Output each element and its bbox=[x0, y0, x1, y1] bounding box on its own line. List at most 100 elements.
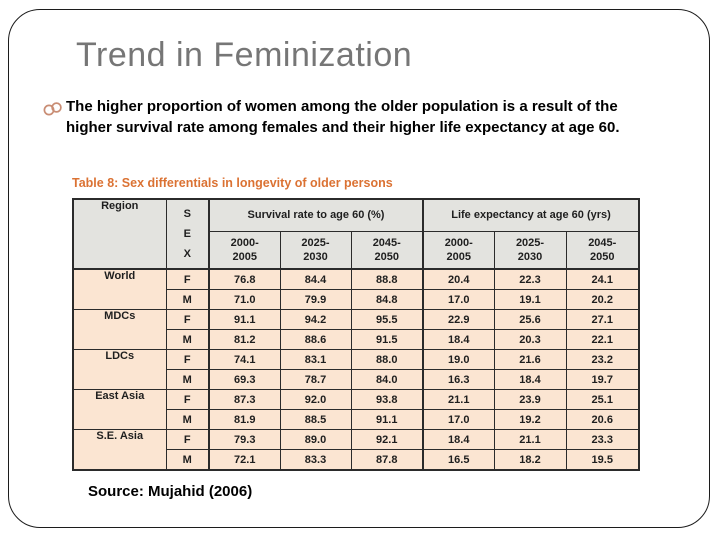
value-cell: 83.3 bbox=[279, 449, 352, 471]
value-cell: 95.5 bbox=[350, 309, 424, 330]
value-cell: 20.6 bbox=[565, 409, 640, 430]
value-cell: 19.7 bbox=[565, 369, 640, 390]
sex-differentials-table: Region S E X Survival rate to age 60 (%)… bbox=[72, 198, 641, 471]
source-citation: Source: Mujahid (2006) bbox=[88, 483, 253, 500]
value-cell: 69.3 bbox=[208, 369, 281, 390]
year-column-header: 2045- 2050 bbox=[350, 230, 424, 270]
table-row: East Asia F 87.3 92.0 93.8 21.1 23.9 25.1 bbox=[72, 389, 640, 430]
region-cell: S.E. Asia bbox=[72, 429, 167, 471]
sex-cell: M bbox=[165, 289, 210, 310]
value-cell: 21.1 bbox=[422, 389, 495, 410]
value-cell: 23.3 bbox=[565, 429, 640, 450]
sex-cell: F bbox=[165, 349, 210, 370]
value-cell: 22.3 bbox=[493, 268, 567, 290]
value-cell: 71.0 bbox=[208, 289, 281, 310]
value-cell: 84.0 bbox=[350, 369, 424, 390]
table-row: M 81.9 88.5 91.1 17.0 19.2 20.6 bbox=[73, 409, 640, 430]
region-cell: MDCs bbox=[72, 309, 167, 350]
value-cell: 88.8 bbox=[350, 268, 424, 290]
sex-cell: F bbox=[165, 429, 210, 450]
value-cell: 20.2 bbox=[565, 289, 640, 310]
table-header-row-years: 2000- 2005 2025- 2030 2045- 2050 2000- 2005… bbox=[73, 230, 640, 270]
value-cell: 79.9 bbox=[279, 289, 352, 310]
value-cell: 92.0 bbox=[279, 389, 352, 410]
value-cell: 18.2 bbox=[493, 449, 567, 471]
table-row: MDCs F 91.1 94.2 95.5 22.9 25.6 27.1 bbox=[72, 309, 640, 350]
life-expectancy-group-header: Life expectancy at age 60 (yrs) bbox=[422, 198, 640, 232]
value-cell: 17.0 bbox=[422, 289, 495, 310]
value-cell: 94.2 bbox=[279, 309, 352, 330]
value-cell: 84.4 bbox=[279, 268, 352, 290]
value-cell: 18.4 bbox=[422, 429, 495, 450]
value-cell: 81.9 bbox=[208, 409, 281, 430]
value-cell: 20.4 bbox=[422, 268, 495, 290]
slide-border bbox=[8, 9, 710, 528]
value-cell: 88.6 bbox=[279, 329, 352, 350]
value-cell: 23.9 bbox=[493, 389, 567, 410]
value-cell: 19.1 bbox=[493, 289, 567, 310]
table-row: M 81.2 88.6 91.5 18.4 20.3 22.1 bbox=[73, 329, 640, 350]
table-row: S.E. Asia F 79.3 89.0 92.1 18.4 21.1 23.3 bbox=[72, 429, 640, 471]
value-cell: 74.1 bbox=[208, 349, 281, 370]
sex-cell: M bbox=[165, 369, 210, 390]
year-column-header: 2000- 2005 bbox=[422, 230, 495, 270]
value-cell: 88.0 bbox=[350, 349, 424, 370]
year-column-header: 2025- 2030 bbox=[279, 230, 352, 270]
value-cell: 91.5 bbox=[350, 329, 424, 350]
sex-cell: F bbox=[165, 389, 210, 410]
table-row: M 71.0 79.9 84.8 17.0 19.1 20.2 bbox=[73, 289, 640, 310]
table-row: World F 76.8 84.4 88.8 20.4 22.3 24.1 bbox=[72, 268, 640, 310]
value-cell: 19.0 bbox=[422, 349, 495, 370]
value-cell: 21.6 bbox=[493, 349, 567, 370]
value-cell: 19.2 bbox=[493, 409, 567, 430]
value-cell: 22.9 bbox=[422, 309, 495, 330]
value-cell: 83.1 bbox=[279, 349, 352, 370]
value-cell: 16.3 bbox=[422, 369, 495, 390]
survival-group-header: Survival rate to age 60 (%) bbox=[207, 198, 424, 232]
year-column-header: 2025- 2030 bbox=[493, 230, 567, 270]
value-cell: 91.1 bbox=[208, 309, 281, 330]
value-cell: 87.8 bbox=[350, 449, 424, 471]
year-column-header: 2045- 2050 bbox=[565, 230, 640, 270]
sex-column-header: S E X bbox=[165, 198, 210, 270]
value-cell: 25.6 bbox=[493, 309, 567, 330]
value-cell: 20.3 bbox=[493, 329, 567, 350]
value-cell: 25.1 bbox=[565, 389, 640, 410]
region-cell: East Asia bbox=[72, 389, 167, 430]
value-cell: 27.1 bbox=[565, 309, 640, 330]
region-cell: LDCs bbox=[72, 349, 167, 390]
sex-cell: M bbox=[165, 449, 210, 471]
value-cell: 78.7 bbox=[279, 369, 352, 390]
table-title: Table 8: Sex differentials in longevity … bbox=[72, 176, 393, 190]
value-cell: 24.1 bbox=[565, 268, 640, 290]
value-cell: 16.5 bbox=[422, 449, 495, 471]
sex-cell: F bbox=[165, 309, 210, 330]
sex-cell: M bbox=[165, 329, 210, 350]
value-cell: 89.0 bbox=[279, 429, 352, 450]
sex-cell: M bbox=[165, 409, 210, 430]
page-title: Trend in Feminization bbox=[76, 36, 413, 74]
value-cell: 23.2 bbox=[565, 349, 640, 370]
region-column-header: Region bbox=[72, 198, 167, 270]
value-cell: 22.1 bbox=[565, 329, 640, 350]
value-cell: 79.3 bbox=[208, 429, 281, 450]
value-cell: 72.1 bbox=[208, 449, 281, 471]
table-row: LDCs F 74.1 83.1 88.0 19.0 21.6 23.2 bbox=[72, 349, 640, 390]
value-cell: 19.5 bbox=[565, 449, 640, 471]
value-cell: 76.8 bbox=[208, 268, 281, 290]
value-cell: 17.0 bbox=[422, 409, 495, 430]
table-header-row-groups: Region S E X Survival rate to age 60 (%)… bbox=[72, 198, 640, 270]
value-cell: 81.2 bbox=[208, 329, 281, 350]
value-cell: 88.5 bbox=[279, 409, 352, 430]
value-cell: 87.3 bbox=[208, 389, 281, 410]
value-cell: 21.1 bbox=[493, 429, 567, 450]
bullet-paragraph: The higher proportion of women among the… bbox=[66, 98, 620, 136]
double-loop-bullet-icon bbox=[43, 102, 62, 116]
year-column-header: 2000- 2005 bbox=[208, 230, 281, 270]
value-cell: 84.8 bbox=[350, 289, 424, 310]
sex-cell: F bbox=[165, 268, 210, 290]
value-cell: 93.8 bbox=[350, 389, 424, 410]
value-cell: 18.4 bbox=[493, 369, 567, 390]
value-cell: 92.1 bbox=[350, 429, 424, 450]
